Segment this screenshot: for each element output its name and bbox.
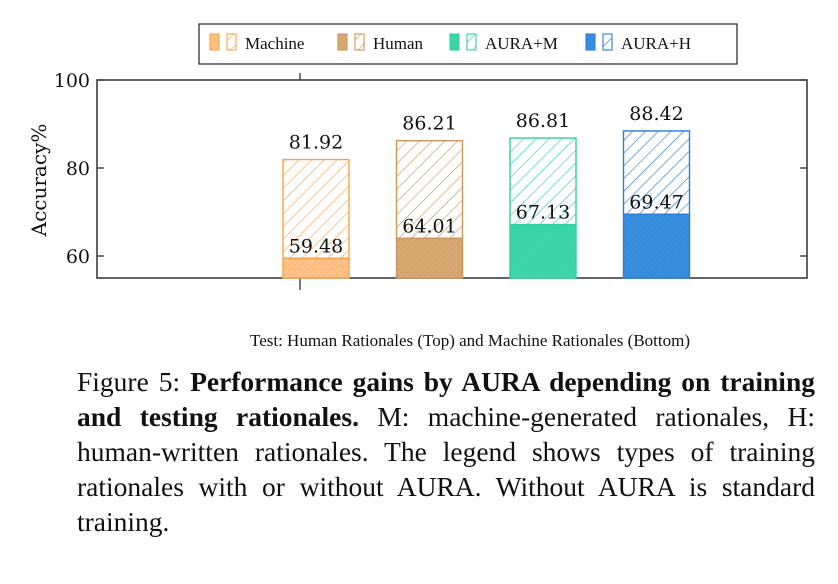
legend-label: AURA+M [485,34,558,53]
bar-top-segment [622,130,691,216]
legend-swatch-solid [449,33,460,51]
caption-bold: Performance gains by AURA depending on t… [77,366,815,432]
chart: Machine Human AURA+M AURA+H 60 80 100 81.92 59… [27,23,808,350]
caption-label: Figure 5: [77,366,181,397]
legend-swatch-hatched [226,33,237,51]
bar-bottom-segment [622,213,691,279]
legend-swatch-solid [337,33,348,51]
y-tick-label: 60 [66,246,90,268]
caption-text: M: machine-generated rationales, H: huma… [77,401,816,537]
bar-bottom-value-label: 59.48 [289,235,343,257]
legend-label: Machine [245,34,304,53]
bar-top-value-label: 81.92 [289,132,343,154]
legend: Machine Human AURA+M AURA+H [198,23,738,65]
y-axis-label: Accuracy% [27,124,51,238]
bar-bottom-value-label: 64.01 [402,215,456,237]
bar-top-segment [395,139,464,240]
legend-swatch-hatched [354,33,365,51]
bar-top-segment [509,137,577,226]
figure-caption: Figure 5: Performance gains by AURA depe… [77,364,815,539]
bar-top-value-label: 88.42 [629,103,683,125]
legend-swatch-hatched [466,33,477,51]
bar-bottom-value-label: 69.47 [629,191,683,213]
bars: 81.92 59.48 86.21 64.01 86.81 67.13 88.42 69.47 [282,103,691,279]
bar-top-value-label: 86.21 [402,113,456,135]
legend-label: AURA+H [621,34,691,53]
bar-bottom-segment [509,223,577,279]
y-axis: 60 80 100 [54,70,807,268]
bar-bottom-value-label: 67.13 [516,202,570,224]
legend-swatch-solid [209,33,220,51]
legend-swatch-hatched [602,33,613,51]
legend-swatch-solid [585,33,596,51]
legend-label: Human [373,34,424,53]
x-axis-label: Test: Human Rationales (Top) and Machine… [250,331,690,350]
y-tick-label: 100 [54,70,90,92]
bar-bottom-segment [282,257,350,279]
bar-top-value-label: 86.81 [516,110,570,132]
y-tick-label: 80 [66,158,90,180]
bar-bottom-segment [395,237,464,279]
